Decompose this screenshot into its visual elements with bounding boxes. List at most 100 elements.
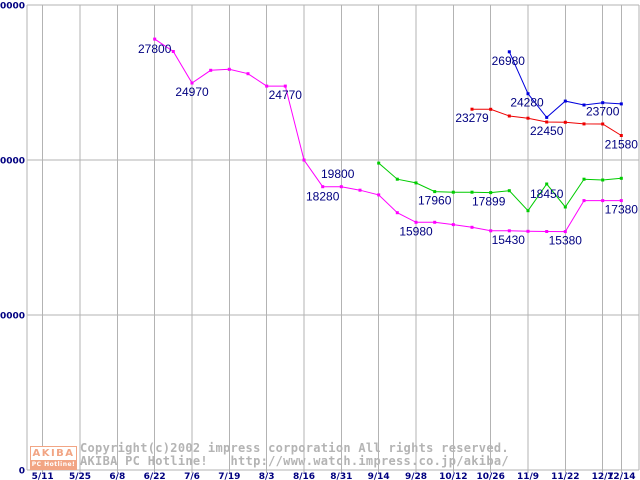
x-axis-tick-label: 7/6 bbox=[184, 472, 200, 480]
data-point-pink-line bbox=[339, 185, 343, 189]
copyright-watermark-text: Copyright(c)2002 impress corporation All… bbox=[80, 441, 509, 455]
data-point-red-line bbox=[545, 120, 549, 124]
logo-pc-hotline-text: PC Hotline! bbox=[31, 460, 76, 469]
data-point-red-line bbox=[582, 122, 586, 126]
point-value-label: 17899 bbox=[472, 195, 506, 209]
data-point-pink-line bbox=[619, 199, 623, 203]
data-point-green-line bbox=[433, 190, 437, 194]
data-point-pink-line bbox=[302, 158, 306, 162]
data-point-green-line bbox=[582, 177, 586, 181]
x-axis-tick-label: 10/12 bbox=[439, 472, 467, 480]
point-value-label: 15380 bbox=[549, 234, 583, 248]
data-point-blue-line bbox=[507, 50, 511, 54]
data-point-red-line bbox=[470, 107, 474, 111]
data-point-green-line bbox=[545, 182, 549, 186]
data-point-pink-line bbox=[470, 225, 474, 229]
data-point-pink-line bbox=[377, 193, 381, 197]
data-point-red-line bbox=[489, 107, 493, 111]
point-value-label: 21580 bbox=[605, 138, 639, 152]
point-value-label: 19800 bbox=[321, 167, 355, 181]
point-value-label: 18280 bbox=[306, 190, 340, 204]
data-point-pink-line bbox=[526, 229, 530, 233]
x-axis-tick-label: 9/28 bbox=[405, 472, 427, 480]
data-point-pink-line bbox=[265, 84, 269, 88]
data-point-green-line bbox=[470, 190, 474, 194]
data-point-red-line bbox=[601, 122, 605, 126]
point-value-label: 23700 bbox=[586, 105, 620, 119]
x-axis-tick-label: 11/9 bbox=[517, 472, 539, 480]
data-point-blue-line bbox=[619, 102, 623, 106]
point-value-label: 18450 bbox=[530, 187, 564, 201]
y-axis-tick-label: 0 bbox=[19, 467, 25, 477]
series-line-pink-line bbox=[154, 38, 622, 233]
point-value-label: 23279 bbox=[455, 111, 489, 125]
data-point-green-line bbox=[377, 161, 381, 165]
data-point-pink-line bbox=[582, 199, 586, 203]
y-axis-tick-label: 10000 bbox=[0, 312, 25, 322]
data-point-pink-line bbox=[321, 185, 325, 189]
point-value-label: 17960 bbox=[418, 194, 452, 208]
data-point-red-line bbox=[563, 120, 567, 124]
data-point-pink-line bbox=[358, 188, 362, 192]
data-point-green-line bbox=[619, 176, 623, 180]
data-point-green-line bbox=[489, 191, 493, 195]
x-axis-tick-label: 10/26 bbox=[477, 472, 505, 480]
data-point-pink-line bbox=[153, 37, 157, 41]
data-point-blue-line bbox=[545, 115, 549, 119]
y-axis-tick-label: 20000 bbox=[0, 157, 25, 167]
data-point-pink-line bbox=[563, 230, 567, 234]
data-point-green-line bbox=[414, 181, 418, 185]
point-value-label: 27800 bbox=[138, 42, 172, 56]
data-point-pink-line bbox=[227, 67, 231, 71]
x-axis-tick-label: 6/22 bbox=[144, 472, 166, 480]
x-axis-tick-label: 6/8 bbox=[109, 472, 125, 480]
data-point-pink-line bbox=[190, 81, 194, 85]
data-point-pink-line bbox=[395, 211, 399, 215]
point-value-label: 24970 bbox=[175, 85, 209, 99]
x-axis-tick-label: 8/31 bbox=[330, 472, 352, 480]
data-point-pink-line bbox=[545, 230, 549, 233]
data-point-pink-line bbox=[209, 68, 213, 72]
x-axis-tick-label: 12/7 bbox=[592, 472, 614, 480]
x-axis-tick-label: 5/11 bbox=[32, 472, 54, 480]
data-point-blue-line bbox=[582, 103, 586, 107]
data-point-pink-line bbox=[171, 50, 175, 53]
akiba-pc-hotline-logo: AKIBA PC Hotline! bbox=[30, 446, 77, 470]
site-url-watermark-text: AKIBA PC Hotline! http://www.watch.impre… bbox=[80, 454, 509, 468]
point-value-label: 22450 bbox=[530, 124, 564, 138]
data-point-green-line bbox=[601, 178, 605, 182]
x-axis-tick-label: 12/14 bbox=[607, 472, 635, 480]
x-axis-tick-label: 8/3 bbox=[259, 472, 275, 480]
point-value-label: 26980 bbox=[492, 54, 526, 68]
data-point-blue-line bbox=[563, 99, 567, 103]
data-point-pink-line bbox=[414, 220, 418, 224]
data-point-pink-line bbox=[246, 72, 250, 76]
point-value-label: 24280 bbox=[510, 96, 544, 110]
data-point-green-line bbox=[507, 189, 511, 193]
data-point-red-line bbox=[526, 116, 530, 120]
data-point-blue-line bbox=[601, 101, 605, 105]
series-line-green-line bbox=[378, 162, 622, 212]
point-value-label: 24770 bbox=[269, 88, 303, 102]
logo-akiba-text: AKIBA bbox=[32, 448, 75, 459]
x-axis-tick-label: 11/22 bbox=[551, 472, 579, 480]
x-axis-tick-label: 9/14 bbox=[368, 472, 390, 480]
data-point-pink-line bbox=[507, 229, 511, 233]
data-point-green-line bbox=[563, 205, 567, 209]
data-point-pink-line bbox=[283, 84, 287, 88]
data-point-green-line bbox=[451, 190, 455, 194]
point-value-label: 15430 bbox=[492, 233, 526, 247]
data-point-red-line bbox=[619, 134, 623, 137]
x-axis-tick-label: 8/16 bbox=[293, 472, 315, 480]
data-point-blue-line bbox=[526, 92, 530, 96]
data-point-green-line bbox=[395, 177, 399, 181]
data-point-pink-line bbox=[433, 220, 437, 224]
point-value-label: 17380 bbox=[605, 203, 639, 217]
y-axis-tick-label: 30000 bbox=[0, 2, 25, 12]
data-point-pink-line bbox=[489, 229, 493, 233]
data-point-pink-line bbox=[601, 199, 605, 203]
x-axis-tick-label: 7/19 bbox=[218, 472, 240, 480]
data-point-red-line bbox=[507, 114, 511, 118]
